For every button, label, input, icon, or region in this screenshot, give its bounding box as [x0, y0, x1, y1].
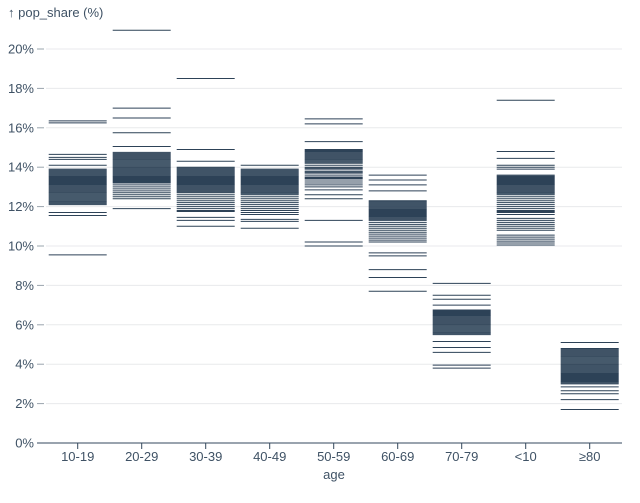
x-tick-label: 20-29 [125, 449, 158, 464]
y-tick-label-group: 0% 2% 4% 6% 8% 10% 12% 14% 16% 18% 20% [8, 42, 34, 451]
y-tick-label: 14% [8, 160, 34, 175]
y-tick-label: 18% [8, 81, 34, 96]
x-tick-label: 30-39 [189, 449, 222, 464]
tick-marks-group [48, 29, 619, 411]
y-tick-label: 16% [8, 120, 34, 135]
x-axis-title: age [323, 467, 345, 482]
y-tick-label: 8% [15, 278, 34, 293]
y-axis-title: ↑ pop_share (%) [8, 5, 103, 20]
x-tick-label: ≥80 [579, 449, 601, 464]
x-tick-label: 60-69 [381, 449, 414, 464]
x-tick-label: 50-59 [317, 449, 350, 464]
x-axis-group: 10-19 20-29 30-39 40-49 50-59 60-69 70-79 <10 ≥8… [61, 443, 601, 464]
y-tick-label: 4% [15, 357, 34, 372]
x-tick-label: 10-19 [61, 449, 94, 464]
y-tick-label: 6% [15, 317, 34, 332]
y-tick-label: 10% [8, 239, 34, 254]
y-tick-label: 20% [8, 42, 34, 57]
x-tick-label: 70-79 [445, 449, 478, 464]
x-tick-label: <10 [515, 449, 537, 464]
y-tick-label: 12% [8, 199, 34, 214]
y-tick-label: 2% [15, 396, 34, 411]
y-tick-label: 0% [15, 436, 34, 451]
x-tick-label: 40-49 [253, 449, 286, 464]
